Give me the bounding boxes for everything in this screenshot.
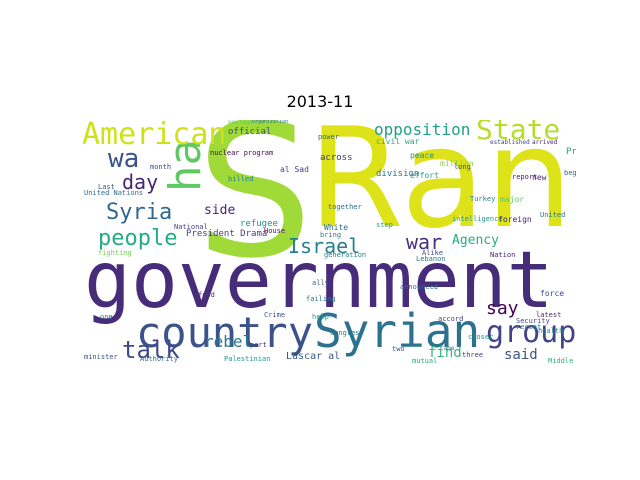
cloud-word: foreign xyxy=(498,215,532,224)
cloud-word: force xyxy=(540,289,565,298)
cloud-word: food xyxy=(198,291,215,299)
cloud-word: Israel xyxy=(288,234,361,258)
cloud-word: wa xyxy=(108,144,140,174)
cloud-word: announced xyxy=(400,283,438,291)
cloud-word: Ran xyxy=(308,120,573,259)
cloud-word: President Drama xyxy=(186,229,268,239)
cloud-word: said xyxy=(504,347,538,363)
cloud-word: Organization xyxy=(252,120,289,125)
cloud-word: fighting xyxy=(98,249,132,257)
cloud-word: Crime xyxy=(264,311,286,319)
cloud-word: White xyxy=(324,223,349,232)
cloud-word: Security xyxy=(516,317,550,325)
cloud-word: civil war xyxy=(376,137,420,146)
cloud-word: Syria xyxy=(106,200,173,225)
cloud-word: government xyxy=(84,236,554,326)
cloud-word: State xyxy=(476,120,561,146)
word-cloud: S Ran government country Syrian ha Ameri… xyxy=(80,120,576,368)
cloud-word: intelligence xyxy=(452,215,503,223)
cloud-word: power xyxy=(318,133,340,141)
cloud-word: month xyxy=(150,163,172,171)
cloud-word: Turkey xyxy=(470,195,496,203)
cloud-word: peace xyxy=(410,151,435,160)
cloud-word: new xyxy=(532,173,547,182)
cloud-word: al Sad xyxy=(280,165,309,174)
cloud-word: across xyxy=(320,153,353,163)
cloud-word: recent xyxy=(516,323,542,331)
cloud-word: help xyxy=(312,313,329,321)
cloud-word: side xyxy=(204,203,236,218)
cloud-word: day xyxy=(122,170,159,194)
cloud-word: two xyxy=(392,345,405,353)
cloud-word: established xyxy=(490,139,530,146)
cloud-word: House xyxy=(264,227,286,235)
cloud-word: group xyxy=(486,315,576,350)
cloud-word: official xyxy=(228,127,272,137)
chart-title: 2013-11 xyxy=(286,92,354,111)
cloud-word: division xyxy=(376,169,420,179)
cloud-word: accord xyxy=(438,315,464,323)
cloud-word: one xyxy=(100,313,113,321)
cloud-word: Lascar al xyxy=(286,351,341,362)
cloud-word: million xyxy=(440,159,474,168)
cloud-word: arrived xyxy=(532,139,558,146)
cloud-word: President Lascar xyxy=(566,147,576,157)
cloud-word: closer xyxy=(468,333,494,341)
cloud-word: nuclear program xyxy=(210,149,274,157)
cloud-word: war xyxy=(406,230,443,254)
cloud-word: find xyxy=(428,345,462,361)
cloud-word: begin xyxy=(564,169,576,177)
cloud-word: major xyxy=(500,195,525,204)
cloud-word: Lebanon xyxy=(416,255,446,263)
cloud-word: Authority xyxy=(140,355,178,363)
cloud-word: Agency xyxy=(452,233,499,248)
cloud-word: Nation xyxy=(490,251,516,259)
cloud-word: opposition xyxy=(374,120,471,139)
cloud-word: minister xyxy=(84,353,118,361)
cloud-word: United Nations xyxy=(84,189,144,197)
cloud-word: people xyxy=(98,226,178,251)
cloud-word: nuclear xyxy=(228,120,254,126)
cloud-word: rebel xyxy=(204,332,253,351)
cloud-word: report xyxy=(512,173,538,181)
cloud-word: talk xyxy=(122,336,180,364)
cloud-word: failing xyxy=(306,295,336,303)
cloud-word: generation xyxy=(324,251,367,259)
cloud-word: S xyxy=(196,120,313,299)
cloud-word: country xyxy=(136,308,314,357)
cloud-word: latest xyxy=(536,311,562,319)
cloud-word: Alike xyxy=(422,249,444,257)
cloud-word: say xyxy=(486,298,519,319)
cloud-word: effort xyxy=(410,171,439,180)
cloud-word: health xyxy=(538,327,564,335)
cloud-word: Syrian xyxy=(314,304,481,358)
cloud-word: Last xyxy=(98,183,115,191)
cloud-word: Congress xyxy=(330,329,364,337)
cloud-word: mutual xyxy=(412,357,438,365)
cloud-word: refugee xyxy=(240,219,278,229)
cloud-word: Palestinian xyxy=(224,355,271,363)
cloud-word: step xyxy=(376,221,393,229)
cloud-word: United xyxy=(540,211,566,219)
cloud-word: ally xyxy=(312,279,329,287)
cloud-word: long xyxy=(454,163,471,171)
cloud-word: billed xyxy=(228,175,254,183)
cloud-word: Middle xyxy=(548,357,574,365)
cloud-word: three xyxy=(462,351,484,359)
cloud-word: part xyxy=(250,341,267,349)
cloud-word: American xyxy=(82,120,227,152)
cloud-word: together xyxy=(328,203,362,211)
cloud-word: bring xyxy=(320,231,342,239)
cloud-word: came xyxy=(440,345,455,352)
cloud-word: National xyxy=(174,223,208,231)
